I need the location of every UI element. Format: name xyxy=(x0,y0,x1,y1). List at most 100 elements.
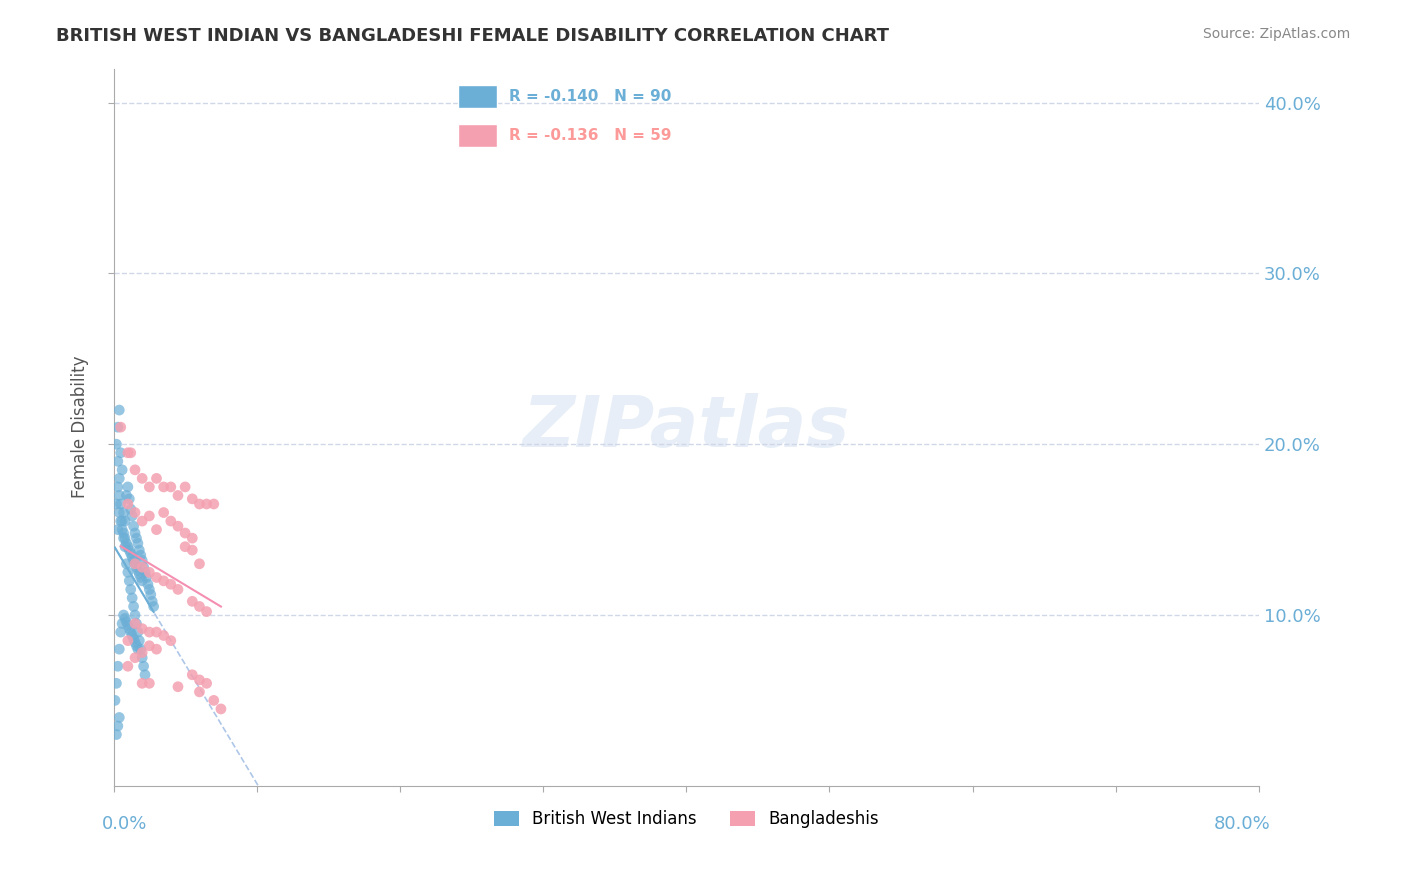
Point xyxy=(120,502,142,516)
Point xyxy=(112,607,135,622)
Point xyxy=(138,625,160,640)
Text: 0.0%: 0.0% xyxy=(103,814,148,833)
Point xyxy=(142,599,165,614)
Point xyxy=(117,566,139,580)
Point xyxy=(107,420,129,434)
Point xyxy=(122,599,145,614)
Point xyxy=(138,566,160,580)
Point xyxy=(122,519,145,533)
Point xyxy=(131,650,153,665)
Point xyxy=(125,616,148,631)
Point xyxy=(174,540,197,554)
Point xyxy=(138,676,160,690)
Point xyxy=(125,639,148,653)
Point xyxy=(134,566,156,580)
Point xyxy=(124,635,146,649)
Point xyxy=(110,625,132,640)
Point xyxy=(117,497,139,511)
Point xyxy=(125,560,148,574)
FancyBboxPatch shape xyxy=(458,85,498,108)
Point xyxy=(202,693,225,707)
Point xyxy=(138,508,160,523)
Point xyxy=(107,480,129,494)
Point xyxy=(188,497,211,511)
Point xyxy=(167,582,190,597)
Point xyxy=(120,547,142,561)
Point xyxy=(117,540,139,554)
Point xyxy=(110,446,132,460)
Point xyxy=(145,471,167,485)
Point xyxy=(152,480,174,494)
Point xyxy=(195,676,218,690)
Point xyxy=(117,618,139,632)
Point xyxy=(181,543,204,558)
Point xyxy=(145,642,167,657)
Point xyxy=(138,582,160,597)
Point xyxy=(129,642,152,657)
Point xyxy=(138,480,160,494)
Point xyxy=(104,693,127,707)
Point xyxy=(120,446,142,460)
Point xyxy=(124,607,146,622)
Point xyxy=(120,582,142,597)
Point xyxy=(195,605,218,619)
Point xyxy=(121,628,143,642)
Point xyxy=(131,574,153,588)
Point xyxy=(107,523,129,537)
Point xyxy=(209,702,232,716)
Point xyxy=(195,497,218,511)
Point xyxy=(111,523,134,537)
Point xyxy=(114,514,136,528)
Legend: British West Indians, Bangladeshis: British West Indians, Bangladeshis xyxy=(486,804,886,835)
Point xyxy=(110,420,132,434)
Text: ZIPatlas: ZIPatlas xyxy=(523,392,851,462)
Point xyxy=(122,632,145,646)
Point xyxy=(114,531,136,545)
Point xyxy=(128,543,150,558)
Point xyxy=(132,659,155,673)
Point xyxy=(152,628,174,642)
Point xyxy=(121,508,143,523)
Point xyxy=(127,625,149,640)
Point xyxy=(124,650,146,665)
Point xyxy=(115,557,138,571)
Point xyxy=(145,570,167,584)
Point xyxy=(112,531,135,545)
Point xyxy=(141,594,163,608)
Point xyxy=(108,403,131,417)
Point xyxy=(174,526,197,541)
Point xyxy=(127,536,149,550)
Point xyxy=(136,577,159,591)
Point xyxy=(111,514,134,528)
Point xyxy=(117,633,139,648)
Point xyxy=(124,557,146,571)
Point xyxy=(105,676,128,690)
Point xyxy=(188,673,211,687)
Point xyxy=(124,616,146,631)
Point xyxy=(110,497,132,511)
Point xyxy=(188,685,211,699)
Point xyxy=(159,480,181,494)
Point xyxy=(105,727,128,741)
Point xyxy=(131,471,153,485)
Point xyxy=(118,491,141,506)
Point xyxy=(131,560,153,574)
Point xyxy=(127,642,149,657)
Text: BRITISH WEST INDIAN VS BANGLADESHI FEMALE DISABILITY CORRELATION CHART: BRITISH WEST INDIAN VS BANGLADESHI FEMAL… xyxy=(56,27,889,45)
Point xyxy=(124,526,146,541)
Point xyxy=(181,491,204,506)
Point xyxy=(107,454,129,468)
Text: R = -0.136   N = 59: R = -0.136 N = 59 xyxy=(509,128,672,143)
Point xyxy=(139,587,162,601)
Point xyxy=(188,557,211,571)
Point xyxy=(118,622,141,636)
Point xyxy=(117,480,139,494)
Point xyxy=(115,615,138,629)
Point xyxy=(121,549,143,564)
Point xyxy=(108,471,131,485)
Point xyxy=(108,488,131,502)
Text: R = -0.140   N = 90: R = -0.140 N = 90 xyxy=(509,89,671,103)
Point xyxy=(118,574,141,588)
Point xyxy=(127,564,149,578)
Point xyxy=(181,594,204,608)
